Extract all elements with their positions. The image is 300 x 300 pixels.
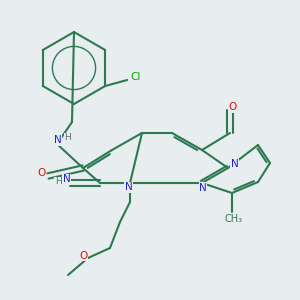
Text: N: N <box>199 183 207 193</box>
Text: N: N <box>231 159 239 170</box>
Text: O: O <box>80 250 88 261</box>
Text: N: N <box>62 174 70 184</box>
Text: H: H <box>64 134 71 142</box>
Text: O: O <box>37 168 46 178</box>
Text: CH₃: CH₃ <box>224 214 242 224</box>
Text: N: N <box>125 182 133 193</box>
Text: H: H <box>55 177 62 186</box>
Text: O: O <box>228 102 236 112</box>
Text: Cl: Cl <box>130 72 140 82</box>
Text: N: N <box>54 135 62 146</box>
